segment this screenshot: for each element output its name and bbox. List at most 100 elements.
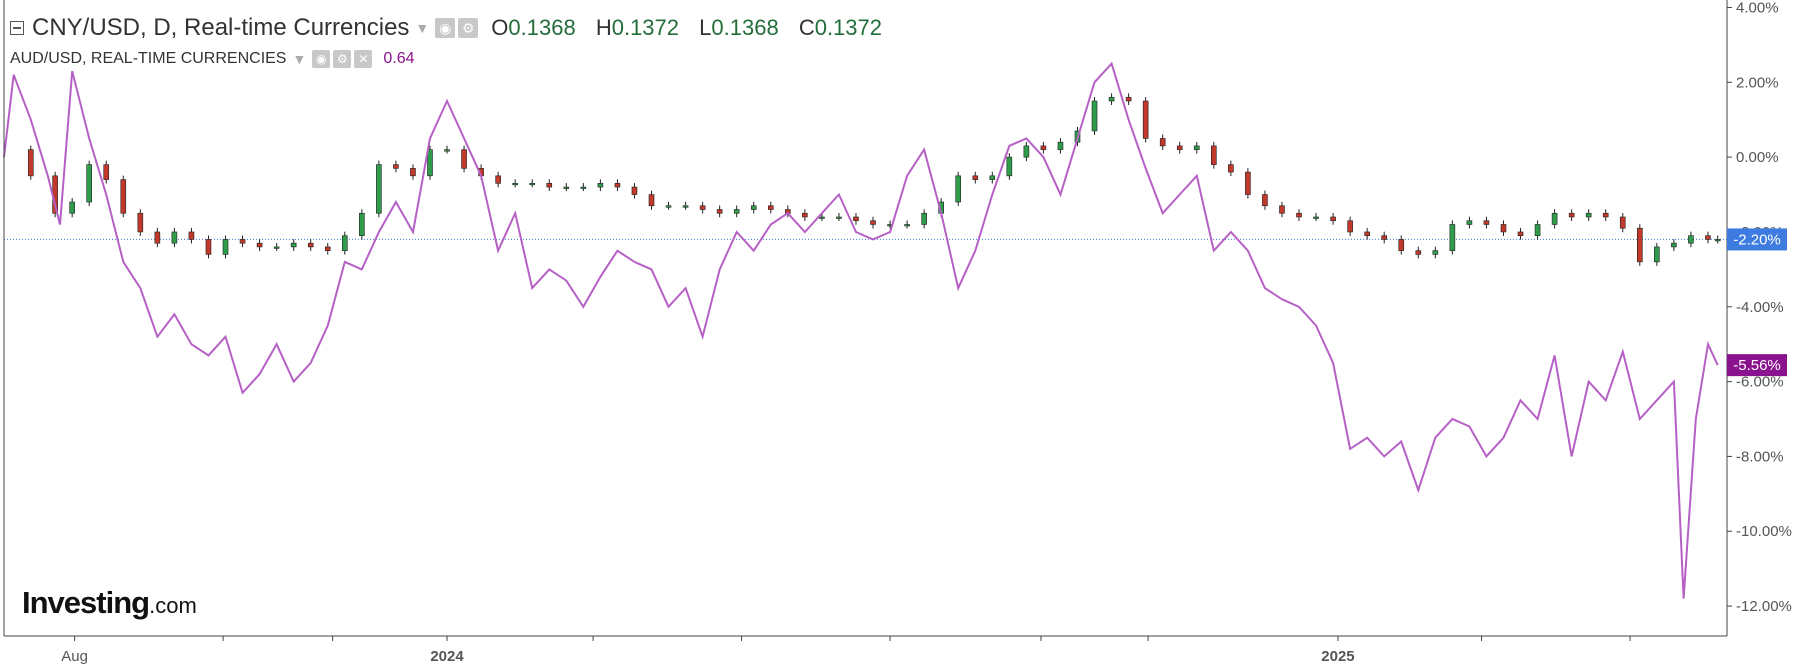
candle xyxy=(239,239,246,244)
candle xyxy=(836,216,842,219)
candle xyxy=(171,231,178,244)
logo-suffix-text: .com xyxy=(149,593,197,618)
candle xyxy=(341,235,348,251)
candle xyxy=(410,168,416,177)
candle xyxy=(955,175,962,203)
candle xyxy=(767,205,774,210)
high-label: H xyxy=(595,15,612,40)
candle xyxy=(1176,145,1183,150)
high-value: 0.1372 xyxy=(611,15,680,40)
candle xyxy=(222,239,229,255)
candle xyxy=(1108,96,1115,102)
candle xyxy=(1602,212,1609,218)
candle xyxy=(1398,239,1405,251)
value-badge xyxy=(1727,228,1787,251)
candle xyxy=(1125,96,1132,102)
x-tick-label: Aug xyxy=(61,648,88,665)
candle xyxy=(1500,224,1507,233)
candle xyxy=(324,246,331,251)
candle xyxy=(1330,216,1336,222)
candle xyxy=(188,231,195,240)
candle xyxy=(529,183,536,186)
open-value: 0.1368 xyxy=(508,15,576,40)
close-label: C xyxy=(798,15,815,40)
compare-value: 0.64 xyxy=(383,50,415,67)
candle xyxy=(904,224,910,227)
axes: 4.00%2.00%0.00%-2.00%-4.00%-6.00%-8.00%-… xyxy=(3,0,1792,665)
compare-symbol-title[interactable]: AUD/USD, REAL-TIME CURRENCIES xyxy=(10,50,287,67)
candle xyxy=(1057,141,1064,150)
candle xyxy=(495,175,501,184)
y-tick-label: 4.00% xyxy=(1736,0,1779,16)
candle xyxy=(1449,224,1456,251)
candle xyxy=(563,186,570,189)
candle xyxy=(290,242,297,248)
candle xyxy=(86,164,92,203)
collapse-icon[interactable] xyxy=(10,21,24,35)
candle xyxy=(427,149,433,177)
candle xyxy=(1585,212,1592,218)
candle xyxy=(921,212,927,225)
candle xyxy=(1637,227,1643,263)
candle xyxy=(1040,145,1047,150)
candle xyxy=(631,186,638,195)
aud-usd-line xyxy=(3,61,1719,599)
candle xyxy=(648,194,655,207)
candle xyxy=(1296,212,1302,218)
close-icon[interactable]: ✕ xyxy=(354,50,373,68)
candle xyxy=(546,183,553,188)
value-badge-label: -5.56% xyxy=(1733,357,1781,374)
dropdown-caret-icon[interactable]: ▼ xyxy=(415,20,430,36)
main-symbol-title[interactable]: CNY/USD, D, Real-time Currencies xyxy=(32,14,410,41)
candle xyxy=(307,242,314,248)
candle xyxy=(69,201,75,214)
candle xyxy=(1313,216,1319,219)
candle xyxy=(614,183,621,188)
candle xyxy=(444,149,450,152)
candle xyxy=(1619,216,1626,229)
candle xyxy=(597,183,604,188)
candle xyxy=(27,149,34,177)
candle xyxy=(870,220,876,225)
candle xyxy=(1432,250,1439,255)
candle xyxy=(1654,246,1660,263)
logo-main-text: Investing xyxy=(22,585,150,620)
candle xyxy=(376,164,382,214)
candle xyxy=(1364,231,1370,236)
candle xyxy=(154,231,161,244)
candle xyxy=(1688,235,1694,244)
candle xyxy=(1415,250,1422,255)
gear-icon[interactable]: ⚙ xyxy=(333,50,352,68)
candle xyxy=(1279,205,1285,214)
eye-icon[interactable]: ◉ xyxy=(435,18,456,38)
candle xyxy=(1159,138,1166,147)
candle xyxy=(1517,231,1524,236)
candle xyxy=(819,216,825,219)
candle xyxy=(1245,171,1251,195)
candle xyxy=(205,239,212,255)
candle xyxy=(1262,194,1268,207)
eye-icon[interactable]: ◉ xyxy=(312,50,331,68)
value-badge-label: -2.20% xyxy=(1733,231,1781,248)
candle xyxy=(1466,220,1473,225)
ohlc-readout: O0.1368 H0.1372 L0.1368 C0.1372 xyxy=(491,15,896,41)
candle xyxy=(1211,145,1217,165)
candle xyxy=(273,246,280,249)
plot-area xyxy=(3,61,1727,599)
gear-icon[interactable]: ⚙ xyxy=(458,18,479,38)
candle xyxy=(1091,100,1098,132)
candle xyxy=(359,212,365,236)
y-tick-label: 0.00% xyxy=(1736,149,1779,166)
candle xyxy=(733,209,740,214)
candle xyxy=(1006,156,1013,177)
candle xyxy=(512,183,518,186)
candle xyxy=(665,205,672,208)
dropdown-caret-icon[interactable]: ▼ xyxy=(292,51,307,67)
candle xyxy=(989,175,996,180)
value-badge xyxy=(1727,354,1787,377)
candle xyxy=(461,149,467,169)
y-tick-label: -8.00% xyxy=(1736,448,1784,465)
open-label: O xyxy=(491,15,509,40)
y-tick-label: 2.00% xyxy=(1736,74,1779,91)
